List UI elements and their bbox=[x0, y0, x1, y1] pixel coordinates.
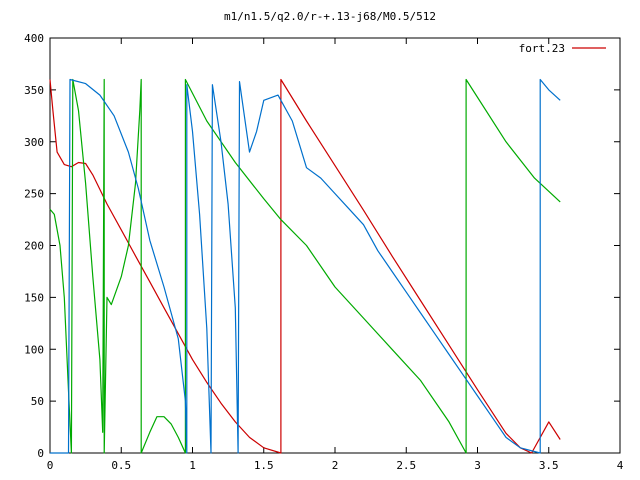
chart-title: m1/n1.5/q2.0/r-+.13-j68/M0.5/512 bbox=[224, 10, 436, 23]
series-line-3 bbox=[50, 78, 561, 454]
y-tick-label: 200 bbox=[24, 240, 44, 253]
x-tick-label: 0.5 bbox=[111, 459, 131, 472]
series-line-1 bbox=[49, 78, 561, 454]
x-tick-label: 3.5 bbox=[539, 459, 559, 472]
x-tick-label: 2 bbox=[332, 459, 339, 472]
x-tick-label: 3 bbox=[474, 459, 481, 472]
x-tick-label: 1 bbox=[189, 459, 196, 472]
chart-series-group bbox=[49, 78, 561, 454]
x-tick-label: 2.5 bbox=[396, 459, 416, 472]
x-tick-label: 4 bbox=[617, 459, 624, 472]
y-tick-label: 50 bbox=[31, 395, 44, 408]
y-tick-label: 250 bbox=[24, 188, 44, 201]
chart-ticks: 0 0.5 1 1.5 2 2.5 3 3.5 4 0 50 100 150 200 250 300 350 40… bbox=[24, 32, 624, 472]
y-tick-label: 350 bbox=[24, 84, 44, 97]
x-tick-label: 1.5 bbox=[254, 459, 274, 472]
y-tick-label: 150 bbox=[24, 291, 44, 304]
series-line-2 bbox=[49, 78, 561, 454]
x-tick-label: 0 bbox=[47, 459, 54, 472]
y-tick-label: 100 bbox=[24, 343, 44, 356]
y-tick-label: 400 bbox=[24, 32, 44, 45]
y-tick-label: 300 bbox=[24, 136, 44, 149]
chart-legend: fort.23 bbox=[519, 42, 606, 55]
legend-label: fort.23 bbox=[519, 42, 565, 55]
y-tick-label: 0 bbox=[37, 447, 44, 460]
